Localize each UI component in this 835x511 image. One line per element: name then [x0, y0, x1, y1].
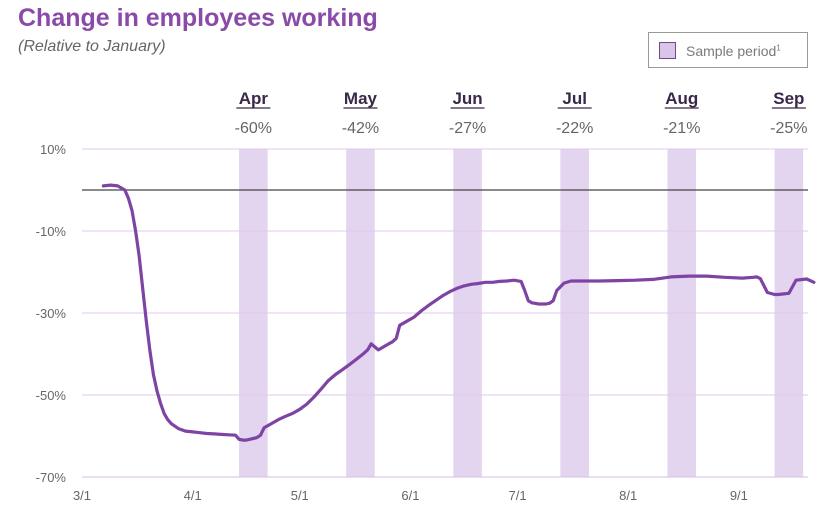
legend: Sample period1 — [648, 32, 808, 68]
y-tick-label: -10% — [36, 224, 67, 239]
legend-footnote: 1 — [776, 43, 781, 53]
y-tick-label: -30% — [36, 306, 67, 321]
legend-label: Sample period1 — [686, 43, 781, 59]
period-value-label: -27% — [449, 120, 486, 137]
x-tick-label: 7/1 — [509, 488, 527, 503]
y-tick-label: -70% — [36, 470, 67, 485]
period-month-label: Aug — [665, 89, 698, 108]
chart-title: Change in employees working — [18, 4, 378, 32]
x-tick-label: 5/1 — [291, 488, 309, 503]
legend-label-text: Sample period — [686, 43, 777, 59]
y-tick-label: -50% — [36, 388, 67, 403]
period-month-label: Apr — [239, 89, 269, 108]
period-value-label: -25% — [770, 120, 807, 137]
period-value-label: -21% — [663, 120, 700, 137]
legend-swatch — [659, 42, 676, 59]
period-month-label: Jun — [452, 89, 482, 108]
x-tick-label: 8/1 — [619, 488, 637, 503]
chart-subtitle: (Relative to January) — [18, 38, 166, 55]
period-month-label: Sep — [773, 89, 804, 108]
y-tick-label: 10% — [40, 142, 66, 157]
x-tick-label: 9/1 — [730, 488, 748, 503]
period-value-label: -42% — [342, 120, 379, 137]
series-line-0 — [101, 183, 816, 442]
x-tick-label: 6/1 — [401, 488, 419, 503]
period-month-label: May — [344, 89, 378, 108]
period-value-label: -22% — [556, 120, 593, 137]
period-month-label: Jul — [562, 89, 587, 108]
x-tick-label: 3/1 — [73, 488, 91, 503]
period-value-label: -60% — [235, 120, 272, 137]
x-tick-label: 4/1 — [184, 488, 202, 503]
